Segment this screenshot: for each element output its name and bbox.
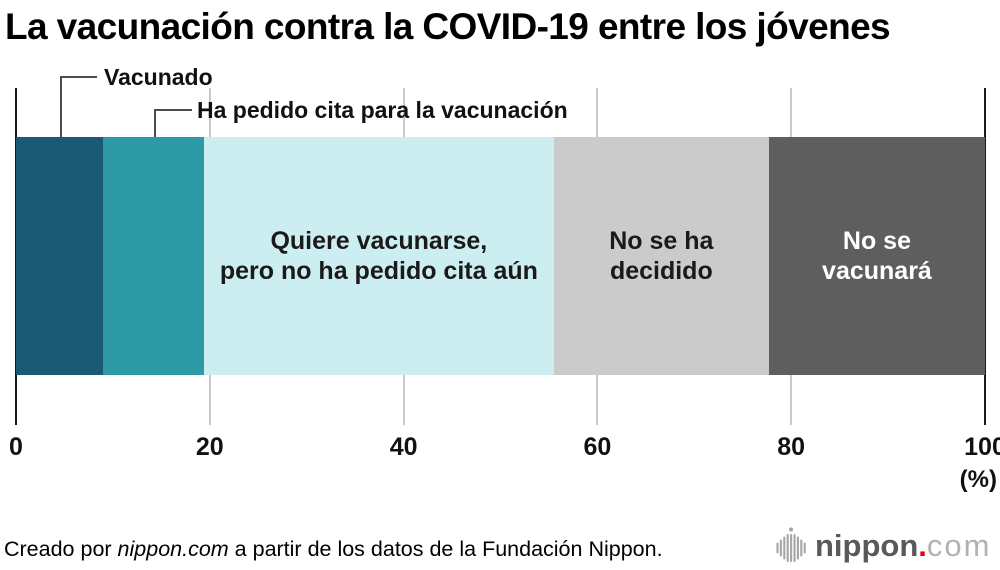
axis-line [984, 88, 986, 425]
bar-segment-3: Quiere vacunarse, pero no ha pedido cita… [203, 137, 554, 375]
segment-label: Quiere vacunarse, pero no ha pedido cita… [219, 226, 538, 286]
callout-label: Vacunado [104, 64, 213, 90]
credit-source: nippon.com [117, 537, 229, 561]
soundwave-bars-icon [776, 527, 806, 563]
logo-text-com: com [926, 527, 992, 563]
axis-unit-label: (%) [959, 466, 997, 493]
callout-label: Ha pedido cita para la vacunación [197, 97, 568, 123]
chart-title: La vacunación contra la COVID-19 entre l… [5, 6, 891, 47]
nippon-logo: nippon.com [775, 524, 992, 566]
segment-label: No se ha decidido [609, 226, 714, 286]
credit-suffix: a partir de los datos de la Fundación Ni… [228, 537, 663, 561]
x-tick-label: 80 [777, 433, 806, 461]
bar-segment-5: No se vacunará [768, 137, 985, 375]
callout-line [153, 109, 192, 137]
credit-prefix: Creado por [4, 537, 118, 561]
nippon-logo-text: nippon.com [815, 530, 992, 561]
credit-line: Creado por nippon.com a partir de los da… [4, 537, 663, 562]
x-tick-label: 20 [195, 433, 224, 461]
logo-red-dot: . [918, 527, 927, 563]
x-tick-label: 0 [9, 433, 23, 461]
x-tick-label: 100 [964, 433, 1000, 461]
bar-segment-4: No se ha decidido [553, 137, 769, 375]
bar-segment-2 [103, 137, 204, 375]
bar-segment-1 [16, 137, 104, 375]
x-tick-label: 40 [389, 433, 418, 461]
logo-text-nippon: nippon [815, 527, 919, 563]
callout-line [59, 76, 97, 137]
x-tick-label: 60 [583, 433, 612, 461]
segment-label: No se vacunará [822, 226, 932, 286]
